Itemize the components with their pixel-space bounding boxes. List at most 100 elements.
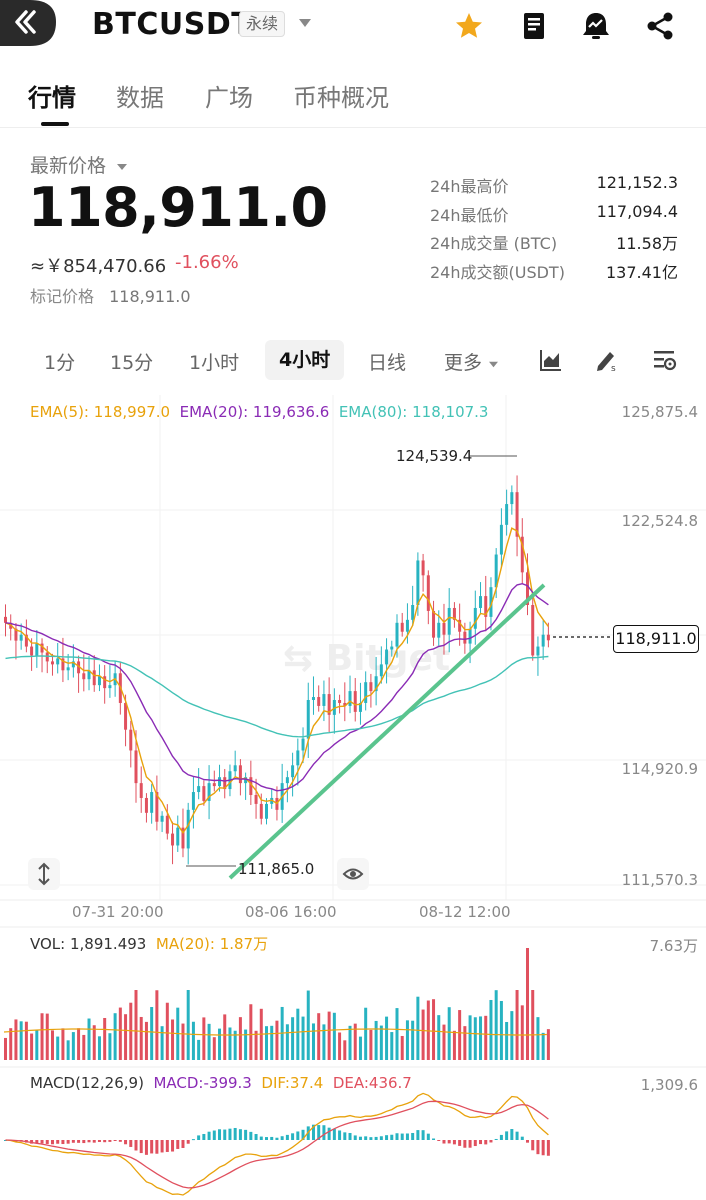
cny-price: ≈￥854,470.66 (30, 256, 167, 277)
candle-body (285, 777, 289, 784)
symbol-title[interactable]: BTCUSDT (92, 7, 253, 42)
volume-bar (254, 1030, 258, 1060)
volume-bar (14, 1019, 18, 1060)
watermark-logo: ⇆ Bitget (283, 638, 450, 679)
volume-bar (332, 1012, 336, 1060)
volume-bar (520, 1005, 524, 1060)
macd-bar (129, 1140, 133, 1147)
candle-body (218, 777, 222, 787)
volume-bar (270, 1025, 274, 1060)
interval-1h[interactable]: 1小时 (189, 352, 240, 374)
star-icon[interactable] (453, 10, 485, 42)
candle-body (296, 750, 300, 766)
chevron-down-icon (117, 164, 128, 170)
candle-body (134, 750, 138, 784)
indicator-settings-icon[interactable] (651, 347, 677, 373)
macd-bar (447, 1140, 451, 1144)
ema-line (5, 582, 549, 792)
volume-bar (97, 1036, 101, 1060)
price-change: -1.66% (175, 252, 239, 273)
macd-bar (369, 1137, 373, 1140)
candle-body (92, 670, 96, 686)
candle-body (421, 560, 425, 576)
volume-bar (421, 1009, 425, 1060)
draw-tool-icon[interactable]: s (594, 347, 620, 373)
macd-bar (259, 1136, 263, 1140)
tab-market[interactable]: 行情 (28, 84, 76, 112)
volume-bar (536, 1017, 540, 1060)
macd-bar (207, 1131, 211, 1140)
macd-bar (181, 1140, 185, 1148)
volume-bar (296, 1008, 300, 1060)
candle-body (176, 827, 180, 846)
interval-1m[interactable]: 1分 (44, 352, 76, 374)
macd-bar (442, 1140, 446, 1144)
volume-bar (19, 1021, 23, 1060)
interval-1d[interactable]: 日线 (368, 352, 407, 374)
price-tick: 122,524.8 (621, 512, 698, 530)
macd-bar (45, 1140, 49, 1144)
interval-bar: 1分 15分 1小时 4小时 日线 更多 s (0, 337, 706, 385)
interval-4h[interactable]: 4小时 (265, 340, 345, 380)
candle-body (473, 607, 477, 629)
price-alert-icon[interactable] (580, 10, 612, 42)
candle-body (385, 649, 389, 665)
candle-body (442, 622, 446, 635)
candle-body (374, 676, 378, 692)
candle-body (202, 786, 206, 801)
candle-body (416, 560, 420, 605)
volume-bar (358, 1036, 362, 1060)
macd-bar (97, 1140, 101, 1142)
volume-bar (265, 1026, 268, 1060)
macd-bar (176, 1140, 180, 1149)
tab-data[interactable]: 数据 (116, 84, 164, 112)
macd-bar (536, 1140, 540, 1155)
chart-type-icon[interactable] (538, 347, 564, 373)
volume-bar (510, 1011, 514, 1060)
active-tab-indicator (41, 122, 69, 126)
volume-bar (40, 1013, 44, 1060)
macd-bar (405, 1133, 409, 1140)
tab-coin-overview[interactable]: 币种概况 (293, 84, 389, 112)
notebook-icon[interactable] (518, 10, 550, 42)
last-price-label[interactable]: 最新价格 (30, 151, 128, 178)
high-marker-label: 124,539.4 (396, 447, 473, 465)
last-price-tag[interactable]: 118,911.0 (613, 625, 699, 653)
candle-body (249, 777, 253, 795)
macd-bar (468, 1140, 472, 1148)
candle-body (306, 700, 310, 739)
share-icon[interactable] (644, 10, 676, 42)
candle-body (181, 827, 185, 849)
candle-body (103, 676, 107, 689)
tab-square[interactable]: 广场 (205, 84, 253, 112)
macd-bar (71, 1140, 75, 1143)
macd-bar (343, 1132, 347, 1140)
top-bar: BTCUSDT 永续 (0, 0, 706, 56)
fullscreen-toggle[interactable] (28, 858, 60, 890)
macd-bar (364, 1136, 368, 1140)
macd-bar (144, 1140, 148, 1155)
kline-chart[interactable]: ⇆ Bitget (0, 395, 706, 1200)
interval-15m[interactable]: 15分 (110, 352, 154, 374)
macd-bar (317, 1125, 321, 1140)
volume-bar (77, 1028, 81, 1060)
candle-body (343, 702, 347, 706)
volume-bar (395, 1008, 399, 1060)
macd-bar (390, 1134, 394, 1140)
macd-bar (353, 1135, 357, 1140)
macd-bar (77, 1140, 81, 1143)
candle-body (447, 607, 451, 635)
interval-more[interactable]: 更多 (444, 348, 499, 375)
macd-bar (505, 1131, 509, 1140)
back-arrow-icon[interactable] (0, 0, 58, 46)
visibility-toggle[interactable] (337, 858, 369, 890)
symbol-dropdown-icon[interactable] (298, 18, 312, 28)
macd-bar (421, 1130, 425, 1140)
macd-bar (223, 1129, 227, 1140)
stat-row: 24h最低价 117,094.4 (430, 201, 678, 225)
volume-bar (50, 1030, 54, 1060)
volume-bar (218, 1028, 222, 1060)
volume-bar (87, 1018, 91, 1060)
macd-bar (280, 1136, 284, 1140)
candle-body (499, 524, 503, 555)
